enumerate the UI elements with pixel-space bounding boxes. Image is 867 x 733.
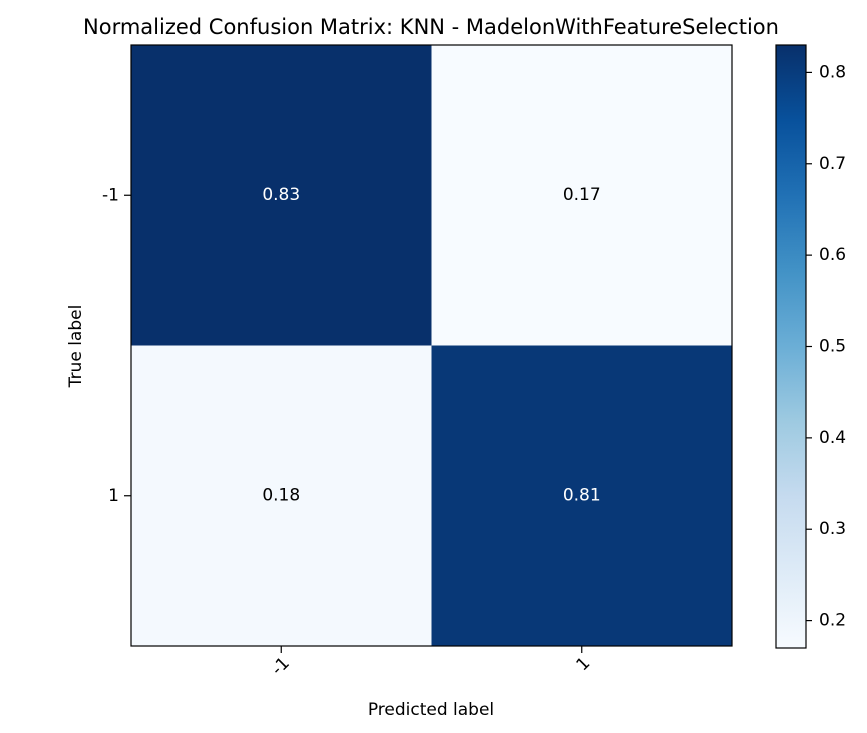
heatmap-cells [131,45,733,647]
colorbar [775,44,807,649]
chart-title: Normalized Confusion Matrix: KNN - Madel… [83,15,779,39]
colorbar-tick-label: 0.2 [819,611,846,631]
heatmap-cell [431,45,733,346]
heatmap-cell [131,45,432,346]
y-axis-label: True label [66,305,86,389]
colorbar-tick-label: 0.8 [819,62,846,82]
colorbar-tick-label: 0.5 [819,337,846,357]
heatmap-cell [431,345,733,647]
colorbar-tick-label: 0.3 [819,519,846,539]
cell-value-label: 0.18 [262,485,300,505]
y-tick-label: -1 [102,185,119,205]
colorbar-tick-label: 0.4 [819,428,846,448]
plot-frame [130,44,733,647]
x-axis-ticks: -1 1 [268,646,594,680]
x-tick-label: -1 [268,653,294,679]
cell-value-label: 0.83 [262,185,300,205]
cell-value-label: 0.17 [563,185,601,205]
y-axis-ticks: -1 1 [102,185,131,506]
y-tick-label: 1 [108,486,119,506]
heatmap-cell-labels: 0.83 0.17 0.18 0.81 [262,185,600,506]
heatmap-cell [131,345,432,647]
cell-value-label: 0.81 [563,485,601,505]
colorbar-tick-label: 0.7 [819,154,846,174]
x-axis-label: Predicted label [368,700,494,720]
x-tick-label: 1 [572,653,594,675]
colorbar-tick-label: 0.6 [819,245,846,265]
colorbar-ticks: 0.2 0.3 0.4 0.5 0.6 0.7 0.8 [806,62,846,631]
